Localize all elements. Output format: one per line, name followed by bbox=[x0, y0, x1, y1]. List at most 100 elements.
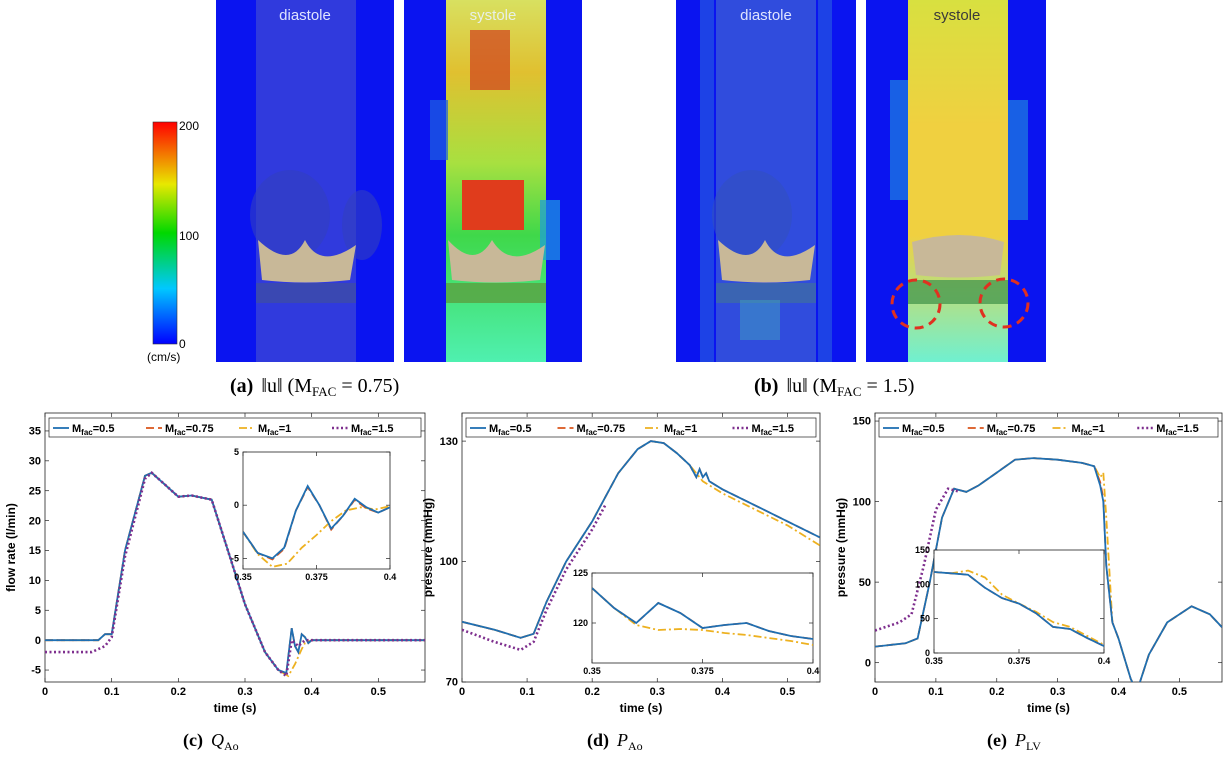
inset-y-tick-label: -5 bbox=[231, 553, 239, 563]
legend-label: Mfac=1 bbox=[1072, 423, 1105, 437]
legend: Mfac=0.5 Mfac=0.75 Mfac=1 Mfac=1.5 bbox=[48, 417, 422, 438]
series-line-0 bbox=[875, 457, 1222, 682]
y-tick-label: 50 bbox=[859, 577, 871, 589]
series-line-3 bbox=[45, 471, 425, 679]
x-tick-label: 0.4 bbox=[1111, 686, 1127, 698]
x-tick-label: 0.2 bbox=[585, 686, 600, 698]
legend-label: Mfac=0.75 bbox=[577, 423, 626, 437]
legend: Mfac=0.5 Mfac=0.75 Mfac=1 Mfac=1.5 bbox=[465, 417, 817, 438]
colorbar-tick-200: 200 bbox=[179, 119, 199, 133]
y-tick-label: 35 bbox=[29, 426, 41, 438]
inset-y-tick-label: 0 bbox=[234, 500, 239, 510]
legend-label: Mfac=0.5 bbox=[902, 423, 944, 437]
inset: 0.35 0.375 0.4 -5 0 5 bbox=[231, 447, 396, 582]
legend-label: Mfac=1 bbox=[258, 423, 291, 437]
colorbar: 200 100 0 (cm/s) bbox=[147, 119, 199, 364]
x-tick-label: 0.5 bbox=[780, 686, 795, 698]
x-tick-label: 0.4 bbox=[304, 686, 320, 698]
svg-text:(e)PLV: (e) PLV bbox=[987, 730, 1041, 753]
chart-lv-pressure: 0 0.1 0.2 0.3 0.4 0.5 0 50 100 150 time (s) pressur… bbox=[834, 412, 1223, 715]
y-tick-label: 5 bbox=[35, 605, 41, 617]
inset-y-tick-label: 125 bbox=[573, 568, 588, 578]
caption-a-letter: (a) bbox=[230, 375, 253, 397]
caption-b-sub: FAC bbox=[837, 384, 861, 399]
highlight-circle bbox=[978, 277, 1030, 329]
svg-text:(d)PAo: (d) PAo bbox=[587, 730, 643, 753]
legend-label: Mfac=1.5 bbox=[1156, 423, 1198, 437]
caption-b-letter: (b) bbox=[754, 375, 778, 397]
caption-b: (b) ‖u‖ (MFAC = 1.5) bbox=[754, 375, 914, 399]
panel-label: systole bbox=[934, 7, 981, 24]
x-axis-label: time (s) bbox=[214, 701, 257, 715]
x-tick-label: 0.3 bbox=[1050, 686, 1065, 698]
chart-aortic-pressure: 0 0.1 0.2 0.3 0.4 0.5 70 100 130 time (s) pressure… bbox=[421, 412, 821, 715]
inset-x-tick-label: 0.35 bbox=[583, 666, 601, 676]
y-tick-label: 0 bbox=[865, 657, 871, 669]
y-tick-label: 10 bbox=[29, 575, 41, 587]
caption-b-math: ‖u‖ (M bbox=[786, 375, 837, 397]
legend-label: Mfac=0.5 bbox=[489, 423, 531, 437]
svg-text:(a)‖u‖ (MFAC = 0.75): (a) ‖u‖ (MFAC = 0.75) bbox=[230, 375, 399, 399]
caption-a-rest: = 0.75) bbox=[336, 375, 399, 397]
inset-x-tick-label: 0.4 bbox=[1098, 656, 1111, 666]
caption-a: (a) ‖u‖ (MFAC = 0.75) bbox=[230, 375, 399, 399]
y-tick-label: 130 bbox=[440, 436, 458, 448]
series-line-2 bbox=[592, 587, 813, 646]
legend-label: Mfac=1.5 bbox=[351, 423, 393, 437]
series-line-0 bbox=[592, 587, 813, 640]
x-tick-label: 0.3 bbox=[237, 686, 252, 698]
svg-text:(b)‖u‖ (MFAC = 1.5): (b) ‖u‖ (MFAC = 1.5) bbox=[754, 375, 914, 399]
legend-box bbox=[48, 417, 422, 438]
x-tick-label: 0.3 bbox=[650, 686, 665, 698]
y-tick-label: -5 bbox=[31, 665, 41, 677]
x-tick-label: 0.2 bbox=[989, 686, 1004, 698]
inset-x-tick-label: 0.35 bbox=[925, 656, 943, 666]
inset-x-tick-label: 0.4 bbox=[384, 572, 397, 582]
panel-a-systole: systole bbox=[404, 0, 582, 362]
inset: 0.35 0.375 0.4 0 50 100 150 bbox=[915, 545, 1110, 666]
y-axis-label: flow rate (l/min) bbox=[4, 503, 18, 592]
y-tick-label: 100 bbox=[853, 496, 871, 508]
panel-b-systole: systole bbox=[866, 0, 1046, 362]
y-tick-label: 30 bbox=[29, 455, 41, 467]
highlight-circle bbox=[890, 278, 942, 330]
legend-label: Mfac=0.75 bbox=[987, 423, 1036, 437]
panel-label: systole bbox=[470, 7, 517, 24]
inset-plot-frame bbox=[242, 451, 391, 570]
x-tick-label: 0.1 bbox=[104, 686, 119, 698]
y-tick-label: 0 bbox=[35, 635, 41, 647]
inset-plot-frame bbox=[933, 549, 1105, 654]
series-line-3 bbox=[462, 504, 607, 652]
legend-label: Mfac=1 bbox=[664, 423, 697, 437]
inset-x-tick-label: 0.35 bbox=[234, 572, 252, 582]
x-tick-label: 0.5 bbox=[1172, 686, 1187, 698]
x-tick-label: 0.2 bbox=[171, 686, 186, 698]
series-line-0 bbox=[243, 484, 390, 560]
colorbar-tick-0: 0 bbox=[179, 337, 186, 351]
y-tick-label: 15 bbox=[29, 545, 41, 557]
caption-a-sub: FAC bbox=[312, 384, 336, 399]
series-line-0 bbox=[462, 440, 820, 639]
legend-box bbox=[878, 417, 1219, 438]
x-tick-label: 0 bbox=[42, 686, 48, 698]
legend-label: Mfac=1.5 bbox=[752, 423, 794, 437]
inset-y-tick-label: 50 bbox=[920, 614, 930, 624]
legend-label: Mfac=0.5 bbox=[72, 423, 114, 437]
legend-label: Mfac=0.75 bbox=[165, 423, 214, 437]
series-line-2 bbox=[934, 569, 1104, 646]
x-tick-label: 0.1 bbox=[928, 686, 943, 698]
y-tick-label: 100 bbox=[440, 556, 458, 568]
inset-y-tick-label: 0 bbox=[925, 648, 930, 658]
caption-a-math: ‖u‖ (M bbox=[261, 375, 312, 397]
inset-y-tick-label: 100 bbox=[915, 579, 930, 589]
colorbar-unit: (cm/s) bbox=[147, 350, 180, 364]
svg-text:(c)QAo: (c) QAo bbox=[183, 730, 239, 753]
series-line-0 bbox=[45, 471, 425, 675]
x-tick-label: 0 bbox=[459, 686, 465, 698]
y-axis-label: pressure (mmHg) bbox=[421, 498, 435, 597]
inset-y-tick-label: 120 bbox=[573, 618, 588, 628]
inset-x-tick-label: 0.375 bbox=[305, 572, 328, 582]
panel-a-diastole: diastole bbox=[216, 0, 394, 362]
